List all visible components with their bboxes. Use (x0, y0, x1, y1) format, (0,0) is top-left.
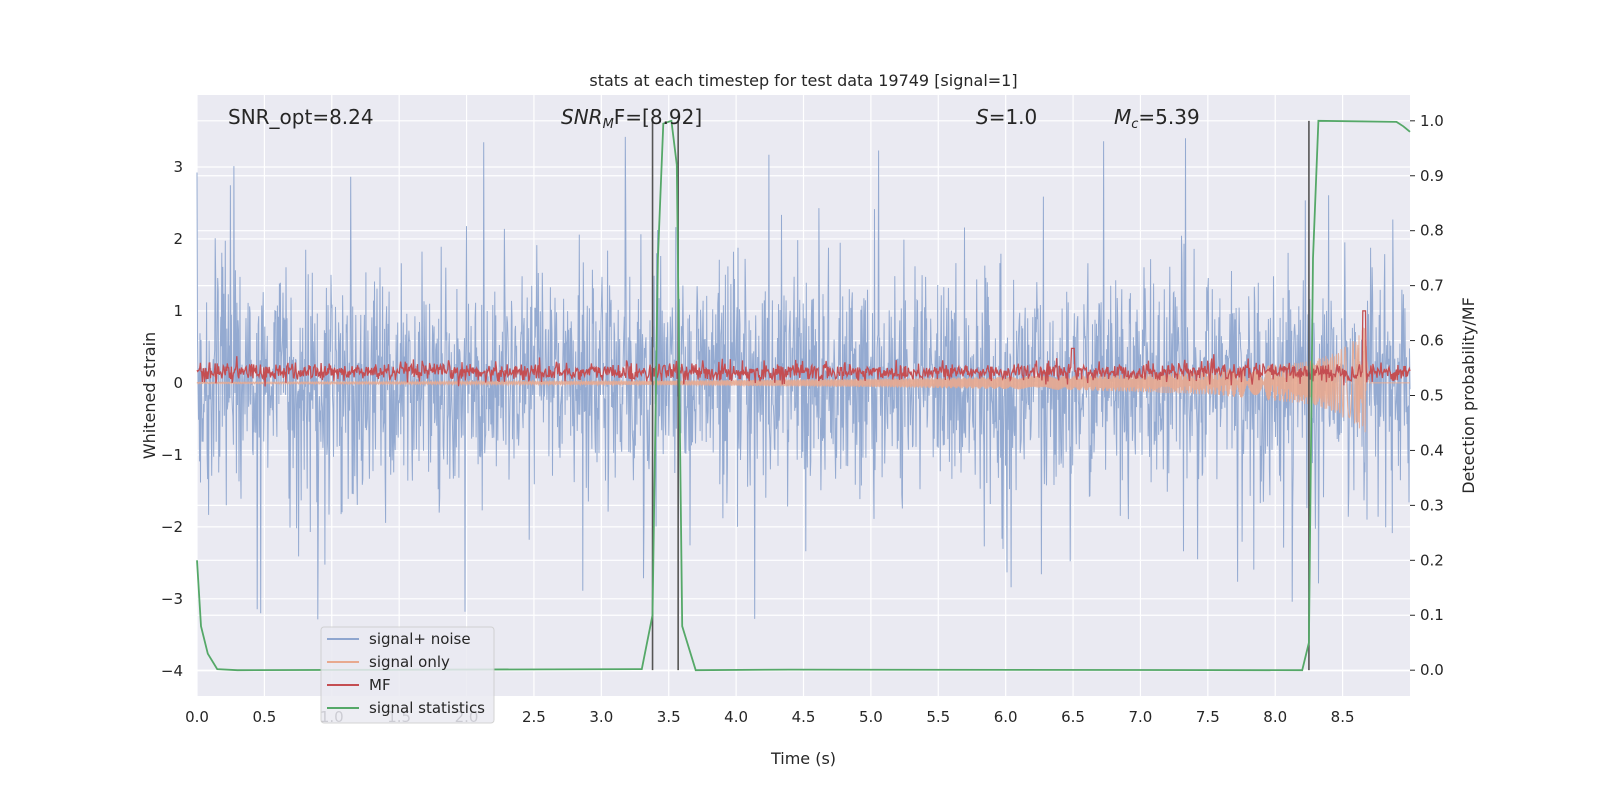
y2-tick-label: 0.8 (1420, 222, 1444, 240)
x-tick-label: 3.0 (589, 708, 613, 726)
annotation-snr-mf: SNRMF=[8.92] (561, 105, 702, 132)
series-signal-noise (196, 136, 1411, 620)
y-tick-label: −4 (161, 662, 183, 680)
legend: signal+ noise signal only MF signal statist… (320, 626, 495, 724)
signal-noise-line (196, 136, 1411, 620)
y2-tick-label: 0.0 (1420, 661, 1444, 679)
y-tick-label: 3 (173, 158, 183, 176)
y2-axis-label: Detection probability/MF (1459, 297, 1478, 494)
x-tick-label: 4.0 (724, 708, 748, 726)
legend-label: signal statistics (369, 699, 485, 717)
y2-tick-label: 0.2 (1420, 551, 1444, 569)
x-tick-label: 8.0 (1263, 708, 1287, 726)
x-tick-label: 2.5 (522, 708, 546, 726)
annotation-mc-value: =5.39 (1138, 105, 1199, 129)
x-tick-label: 3.5 (657, 708, 681, 726)
y-tick-label: 1 (173, 302, 183, 320)
y2-tick-label: 0.6 (1420, 332, 1444, 350)
series-mf (196, 310, 1411, 387)
y-tick-label: 2 (173, 230, 183, 248)
y2-tick-label: 0.5 (1420, 387, 1444, 405)
annotation-mc-base: M (1114, 105, 1131, 129)
annotation-snr-mf-rest: F=[8.92] (614, 105, 702, 129)
y-tick-label: 0 (173, 374, 183, 392)
x-tick-label: 0.0 (185, 708, 209, 726)
legend-box (320, 626, 495, 724)
legend-label: signal only (369, 653, 450, 671)
annotation-snr-mf-sub: M (603, 117, 614, 132)
annotation-s: S=1.0 (976, 105, 1037, 129)
x-tick-label: 4.5 (792, 708, 816, 726)
x-tick-label: 0.5 (252, 708, 276, 726)
y2-tick-label: 0.3 (1420, 496, 1444, 514)
chart-title: stats at each timestep for test data 197… (589, 71, 1017, 90)
annotation-s-symbol: S (976, 105, 989, 129)
series-signal-only (196, 327, 1410, 433)
y-tick-label: −2 (161, 518, 183, 536)
x-tick-label: 7.0 (1129, 708, 1153, 726)
y2-tick-label: 1.0 (1420, 112, 1444, 130)
y-axis-label: Whitened strain (140, 332, 159, 459)
x-axis-label: Time (s) (770, 749, 836, 768)
series-signal-statistics (196, 119, 1411, 672)
y-tick-label: −1 (161, 446, 183, 464)
y2-tick-label: 0.7 (1420, 277, 1444, 295)
signal-only-line (196, 327, 1410, 433)
x-tick-label: 6.0 (994, 708, 1018, 726)
x-tick-label: 8.5 (1331, 708, 1355, 726)
y2-tick-label: 0.4 (1420, 441, 1444, 459)
mf-line (196, 310, 1411, 387)
x-tick-label: 7.5 (1196, 708, 1220, 726)
x-tick-label: 5.5 (926, 708, 950, 726)
x-tick-label: 5.0 (859, 708, 883, 726)
annotation-snr-mf-base: SNR (561, 105, 603, 129)
y-tick-label: −3 (161, 590, 183, 608)
legend-label: MF (369, 676, 391, 694)
annotation-s-value: =1.0 (989, 105, 1038, 129)
x-tick-label: 6.5 (1061, 708, 1085, 726)
y2-tick-label: 0.1 (1420, 606, 1444, 624)
annotation-mc: Mc=5.39 (1114, 105, 1200, 132)
signal-statistics-line (196, 119, 1411, 672)
annotation-snr-opt: SNR_opt=8.24 (228, 105, 374, 129)
legend-label: signal+ noise (369, 630, 471, 648)
annotation-mc-sub: c (1131, 117, 1138, 132)
y2-tick-label: 0.9 (1420, 167, 1444, 185)
